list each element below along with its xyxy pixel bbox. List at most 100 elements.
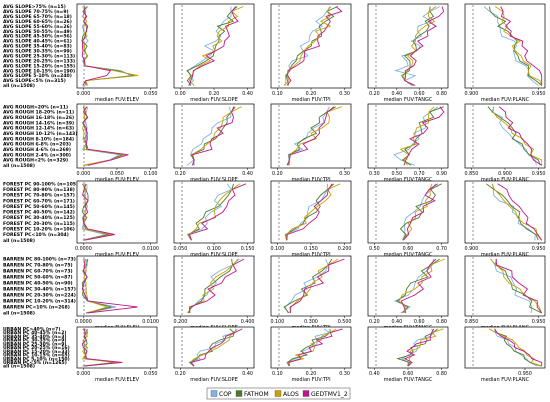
x-axis-label: median FUV:TPI xyxy=(291,177,330,183)
row-label: all (n=1508) xyxy=(3,311,35,317)
row-label: AVG SLOPE>75% (n=15) xyxy=(3,4,66,10)
series-line-gedtmv1_2 xyxy=(82,183,115,241)
series-line-alos xyxy=(492,106,543,166)
legend: COP FATHOM ALOS GEDTMV1_2 xyxy=(206,387,351,400)
x-axis-label: median FUV:SLOPE xyxy=(190,252,237,258)
x-tick-label: 0.70 xyxy=(436,246,447,252)
panel: 0.10 0.20 0.30 median FUV:TPI xyxy=(270,3,352,103)
series-line-gedtmv1_2 xyxy=(286,183,333,241)
panel: 0.850 0.950 median FUV:PLANC xyxy=(465,255,545,331)
x-axis-label: median FUV:TPI xyxy=(291,97,330,103)
x-tick-label: 0.60 xyxy=(414,319,425,325)
series-line-fathom xyxy=(283,258,333,314)
series-line-cop xyxy=(492,183,536,241)
x-tick-label: 0.050 xyxy=(144,371,158,377)
x-tick-label: 0.500 xyxy=(338,319,352,325)
legend-swatch xyxy=(302,390,310,397)
x-tick-label: 0.900 xyxy=(498,171,512,177)
series-line-gedtmv1_2 xyxy=(286,6,343,86)
series-line-alos xyxy=(189,328,237,367)
x-tick-label: 0.950 xyxy=(532,171,546,177)
panel: 0.00 0.20 0.40 median FUV:SLOPE xyxy=(173,3,255,103)
x-tick-label: 0.50 xyxy=(369,246,380,252)
panel-frame xyxy=(76,326,158,369)
x-tick-label: 0.0000 xyxy=(75,246,92,252)
panel: 0.20 0.30 median FUV:TPI xyxy=(270,103,352,183)
row-label: AVG SLOPE 60-65% (n=26) xyxy=(3,19,72,25)
panel: 0.20 0.40 median FUV:SLOPE xyxy=(173,103,255,183)
series-line-fathom xyxy=(486,183,539,241)
legend-swatch xyxy=(210,390,218,397)
x-tick-label: 0.30 xyxy=(339,371,350,377)
panel-frame xyxy=(76,180,158,244)
x-tick-label: 0.150 xyxy=(241,246,255,252)
series-line-alos xyxy=(191,106,242,166)
row-label: AVG ROUGH 12-14% (n=63) xyxy=(3,126,74,132)
x-tick-label: 0.300 xyxy=(304,319,318,325)
x-tick-label: 0.80 xyxy=(436,91,447,97)
x-tick-label: 0.20 xyxy=(175,171,186,177)
x-tick-label: 0.900 xyxy=(465,91,479,97)
row-label: AVG SLOPE 20-25% (n=133) xyxy=(3,58,75,64)
panel-frame xyxy=(270,3,352,89)
series-line-alos xyxy=(494,6,543,86)
row-label: FOREST PC 90-100% (n=105) xyxy=(3,181,78,187)
x-axis-label: median FUV:TANGC xyxy=(384,97,433,103)
row-label: BARREN PC 30-40% (n=157) xyxy=(3,287,76,293)
x-tick-label: 0.950 xyxy=(532,91,546,97)
row-label: AVG SLOPE 25-30% (n=113) xyxy=(3,53,75,59)
x-axis-label: median FUV:PLANC xyxy=(481,97,530,103)
x-tick-label: 0.10 xyxy=(272,91,283,97)
series-line-fathom xyxy=(487,106,541,166)
series-line-fathom xyxy=(400,6,435,86)
row-label: AVG ROUGH>20% (n=11) xyxy=(3,104,68,110)
series-line-alos xyxy=(82,106,126,166)
series-line-fathom xyxy=(495,258,542,314)
x-tick-label: 0.10 xyxy=(272,371,283,377)
x-tick-label: 0.150 xyxy=(304,246,318,252)
x-tick-label: 0.400 xyxy=(241,319,255,325)
x-tick-label: 0.050 xyxy=(174,246,188,252)
x-axis-label: median FUV:SLOPE xyxy=(190,177,237,183)
panel: 0.000 0.050 0.100 median FUV:ELEV xyxy=(77,103,157,183)
row-label: URBAN PC 5-10% (n=150) xyxy=(3,356,70,362)
x-tick-label: 0.40 xyxy=(369,371,380,377)
row-label: AVG SLOPE 35-40% (n=83) xyxy=(3,44,72,50)
series-line-cop xyxy=(186,258,240,314)
x-tick-label: 0.30 xyxy=(339,171,350,177)
series-line-fathom xyxy=(189,328,235,367)
panel-frame xyxy=(464,326,546,369)
x-axis-label: median FUV:ELEV xyxy=(95,377,140,383)
series-line-gedtmv1_2 xyxy=(403,106,445,166)
row-label: URBAN PC 35-40% (n=3) xyxy=(3,334,67,340)
row-label: AVG SLOPE 5-10% (n=240) xyxy=(3,73,72,79)
row-label: URBAN PC 20-25% (n=16) xyxy=(3,345,70,351)
row-label: BARREN PC 70-80% (n=75) xyxy=(3,263,73,269)
series-line-fathom xyxy=(288,106,336,166)
x-tick-label: 0.850 xyxy=(465,319,479,325)
legend-label: GEDTMV1_2 xyxy=(311,391,348,398)
x-tick-label: 0.40 xyxy=(391,319,402,325)
series-line-cop xyxy=(401,328,435,367)
x-axis-label: median FUV:TPI xyxy=(291,377,330,383)
x-tick-label: 0.20 xyxy=(369,319,380,325)
row-label: AVG SLOPE<5% (n=315) xyxy=(3,78,66,84)
row-label: FOREST PC<10% (n=304) xyxy=(3,232,69,238)
row-label: all (n=1508) xyxy=(3,83,35,89)
series-line-alos xyxy=(82,258,109,314)
x-tick-label: 0.40 xyxy=(242,371,253,377)
panel: 0.100 0.150 0.200 median FUV:TPI xyxy=(271,180,351,258)
x-axis-label: median FUV:PLANC xyxy=(481,177,530,183)
series-line-alos xyxy=(287,106,343,166)
row-label: URBAN PC<5% (n=1265) xyxy=(3,360,67,366)
row-label: FOREST PC 10-20% (n=106) xyxy=(3,227,75,233)
row-label: all (n=1508) xyxy=(3,238,35,244)
x-axis-label: median FUV:SLOPE xyxy=(190,97,237,103)
